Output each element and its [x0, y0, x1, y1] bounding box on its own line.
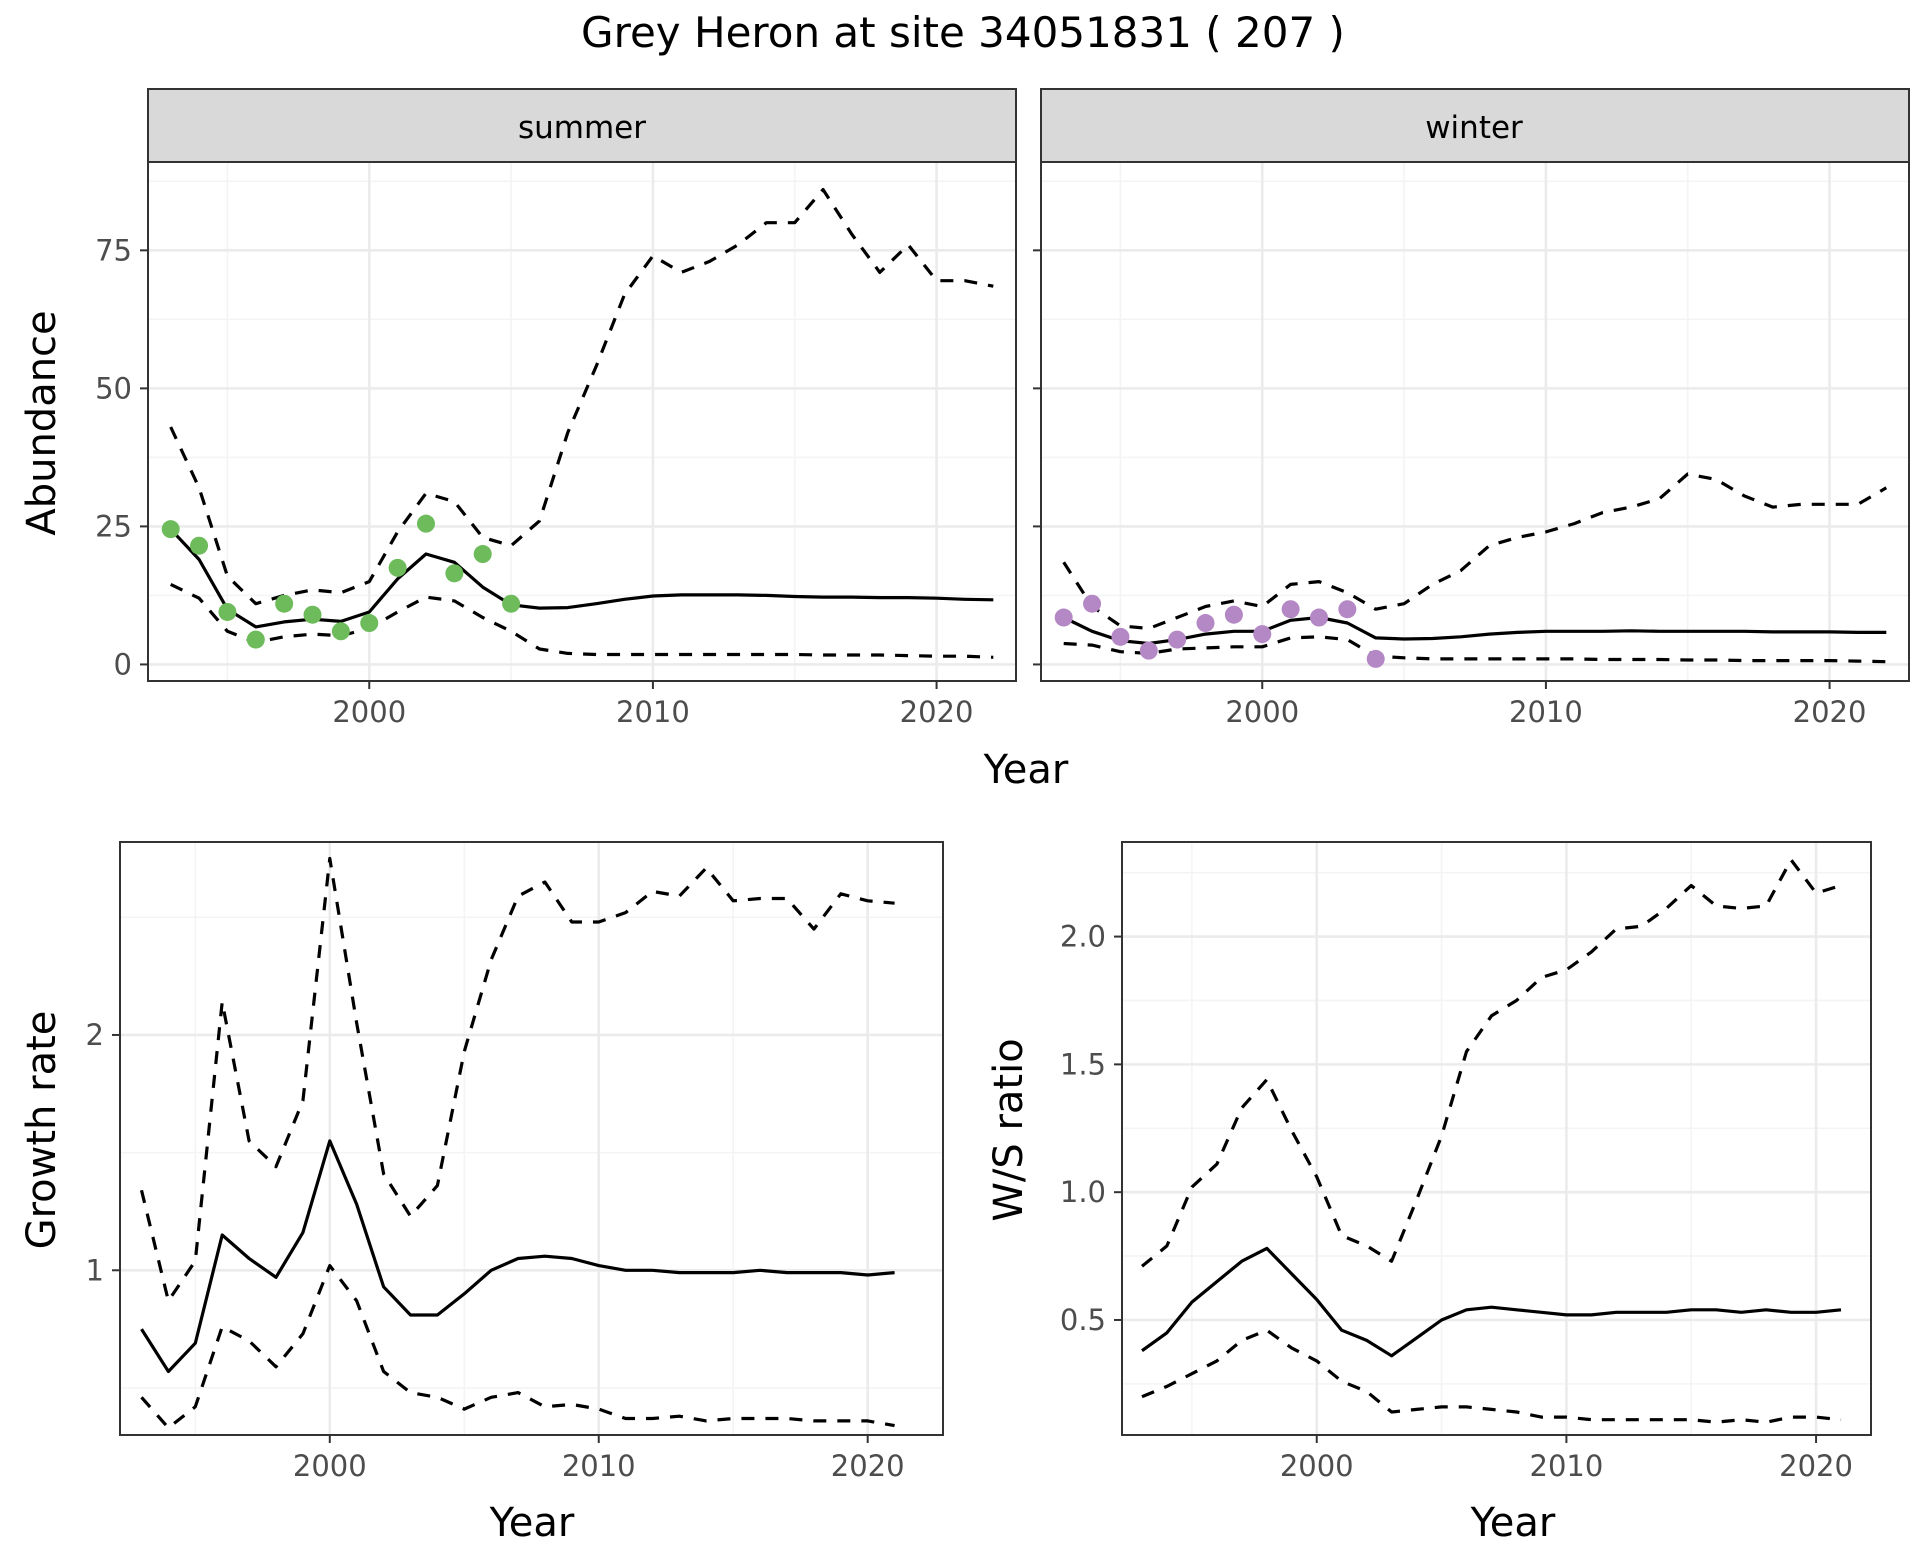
growth-x-axis-label: Year	[489, 1500, 575, 1546]
y-tick-label: 2.0	[1060, 920, 1106, 954]
summer-observed-point	[445, 564, 464, 583]
panel-border-ws-ratio	[1121, 841, 1872, 1436]
x-tick-label: 2000	[1280, 1449, 1354, 1483]
winter-observed-point	[1224, 605, 1243, 624]
y-tick-label: 0	[114, 647, 132, 681]
growth-lower-bound-line	[140, 1264, 895, 1430]
panel-growth: 2000 2010 2020 1 2	[86, 841, 944, 1483]
winter-observed-point	[1281, 600, 1300, 619]
y-tick-label: 50	[95, 371, 132, 405]
x-tick-label: 2000	[332, 695, 406, 729]
panel-border-summer	[147, 161, 1017, 682]
panel-border-growth	[119, 841, 944, 1436]
abundance-y-axis-label: Abundance	[19, 310, 65, 535]
winter-observed-point	[1083, 594, 1102, 613]
growth-y-axis-label: Growth rate	[19, 1011, 65, 1250]
summer-observed-point	[303, 605, 322, 624]
winter-observed-point	[1111, 627, 1130, 646]
x-tick-label: 2000	[293, 1449, 367, 1483]
x-tick-label: 2010	[562, 1449, 636, 1483]
winter-observed-point	[1168, 630, 1187, 649]
winter-observed-point	[1253, 625, 1272, 644]
winter-lower-bound-line	[1063, 635, 1887, 664]
y-tick-label: 1.5	[1060, 1047, 1106, 1081]
x-tick-label: 2010	[1509, 695, 1583, 729]
ws-ratio-lower-bound-line	[1141, 1328, 1842, 1424]
summer-observed-point	[161, 520, 180, 539]
summer-observed-point	[416, 514, 435, 533]
winter-observed-point	[1139, 641, 1158, 660]
ws-ratio-upper-bound-line	[1140, 858, 1842, 1268]
panel-summer: 2000 2010 2020 0 25 50 75	[95, 88, 1017, 729]
facet-strip-label-winter: winter	[1425, 110, 1523, 146]
growth-upper-bound-line	[139, 856, 895, 1303]
facet-strip-summer	[147, 88, 1017, 163]
y-tick-label: 0.5	[1060, 1303, 1106, 1337]
ws-ratio-x-axis-label: Year	[1470, 1500, 1556, 1546]
ws-ratio-fitted-line	[1141, 1246, 1842, 1358]
winter-observed-point	[1309, 608, 1328, 627]
growth-fitted-line	[140, 1139, 895, 1374]
panel-winter: 2000 2010 2020	[1033, 88, 1910, 729]
x-tick-label: 2020	[1793, 695, 1867, 729]
facet-strip-winter	[1040, 88, 1910, 163]
x-tick-label: 2000	[1225, 695, 1299, 729]
summer-observed-point	[218, 602, 237, 621]
x-tick-label: 2010	[616, 695, 690, 729]
winter-observed-point	[1054, 608, 1073, 627]
winter-fitted-line	[1063, 615, 1887, 646]
summer-observed-point	[502, 594, 521, 613]
summer-lower-bound-line	[170, 582, 994, 659]
summer-observed-point	[190, 536, 209, 555]
facet-strip-label-summer: summer	[518, 110, 646, 146]
winter-observed-point	[1196, 614, 1215, 633]
summer-observed-point	[246, 630, 265, 649]
summer-observed-point	[331, 622, 350, 641]
summer-observed-point	[360, 614, 379, 633]
summer-observed-point	[275, 594, 294, 613]
x-tick-label: 2020	[900, 695, 974, 729]
panel-border-winter	[1040, 161, 1910, 682]
winter-upper-bound-line	[1062, 472, 1888, 631]
ws-ratio-y-axis-label: W/S ratio	[986, 1038, 1032, 1221]
y-tick-label: 1	[86, 1253, 104, 1287]
y-tick-label: 2	[86, 1018, 104, 1052]
summer-observed-point	[388, 558, 407, 577]
x-tick-label: 2020	[831, 1449, 905, 1483]
y-tick-label: 25	[95, 509, 132, 543]
y-tick-label: 75	[95, 233, 132, 267]
x-tick-label: 2020	[1779, 1449, 1853, 1483]
figure-title: Grey Heron at site 34051831 ( 207 )	[581, 8, 1345, 57]
winter-observed-point	[1338, 600, 1357, 619]
summer-observed-point	[473, 545, 492, 564]
x-tick-label: 2010	[1530, 1449, 1604, 1483]
winter-observed-point	[1366, 649, 1385, 668]
abundance-x-axis-label: Year	[983, 747, 1069, 793]
panel-ws-ratio: 2000 2010 2020 0.5 1.0 1.5 2.0	[1060, 841, 1872, 1483]
y-tick-label: 1.0	[1060, 1175, 1106, 1209]
